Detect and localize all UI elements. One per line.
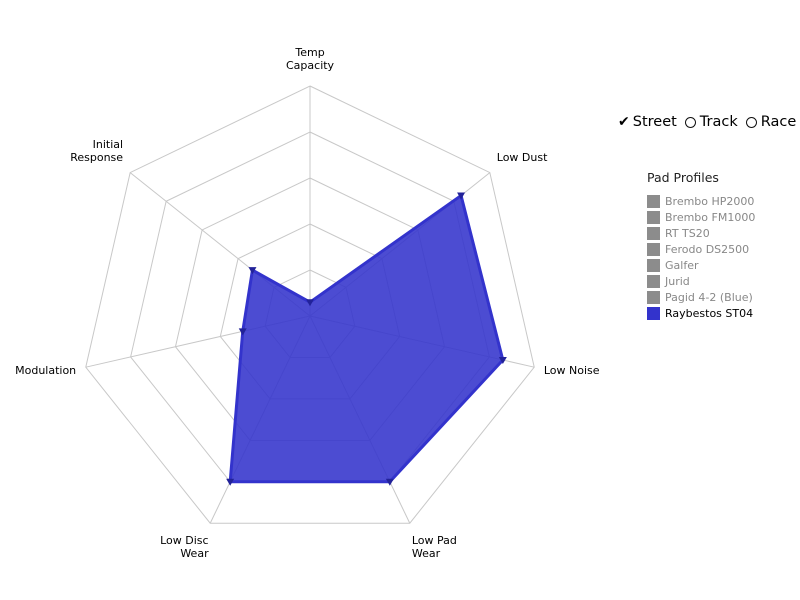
data-point-marker — [238, 328, 247, 336]
mode-street[interactable]: ✔ Street — [618, 114, 677, 130]
legend-label: RT TS20 — [665, 226, 710, 240]
axis-label-line: Initial — [92, 137, 124, 151]
axis-label-line: Capacity — [286, 59, 335, 72]
legend-label: Jurid — [665, 274, 690, 288]
legend-item[interactable]: Jurid — [647, 273, 755, 289]
mode-race-label: Race — [760, 114, 797, 130]
axis-label: Low Pad Wear — [412, 534, 457, 560]
legend-item[interactable]: Pagid 4-2 (Blue) — [647, 289, 755, 305]
legend-item[interactable]: Raybestos ST04 — [647, 305, 755, 321]
grid-ring — [85, 85, 535, 524]
checkmark-icon: ✔ — [618, 114, 630, 130]
legend-swatch — [647, 194, 660, 208]
mode-race[interactable]: Race — [745, 114, 797, 130]
data-point-marker — [498, 357, 507, 365]
legend-item[interactable]: Ferodo DS2500 — [647, 241, 755, 257]
legend-label: Galfer — [665, 258, 699, 272]
data-point-marker — [457, 192, 466, 200]
legend-swatch — [647, 226, 660, 240]
legend-title: Pad Profiles — [647, 170, 719, 185]
data-point-marker — [385, 478, 394, 486]
axis-label-line: Low Noise — [543, 363, 600, 377]
legend-item[interactable]: RT TS20 — [647, 225, 755, 241]
legend: Pad Profiles Brembo HP2000 Brembo FM1000 R… — [647, 170, 755, 321]
legend-swatch — [647, 210, 660, 224]
axis-label-line: Wear — [411, 546, 441, 560]
legend-swatch — [647, 242, 660, 256]
legend-swatch — [647, 290, 660, 304]
data-point-marker — [306, 299, 314, 307]
legend-label: Brembo HP2000 — [665, 194, 755, 208]
axis-label-line: Response — [70, 150, 124, 164]
data-point-marker — [226, 478, 235, 486]
radio-icon[interactable] — [745, 116, 757, 128]
axis-label-line: Low Pad — [411, 533, 457, 547]
axis-label: Temp Capacity — [286, 46, 334, 72]
mode-track-label: Track — [699, 114, 738, 130]
axis-label: Low Noise — [544, 364, 600, 377]
mode-selector: ✔ Street Track Race — [618, 114, 800, 130]
radar-series — [226, 192, 507, 486]
axis-label-line: Modulation — [15, 363, 77, 377]
data-point-marker — [248, 267, 257, 275]
legend-item[interactable]: Brembo HP2000 — [647, 193, 755, 209]
legend-item[interactable]: Galfer — [647, 257, 755, 273]
axis-label: Low Dust — [497, 151, 548, 164]
legend-label: Brembo FM1000 — [665, 210, 756, 224]
legend-swatch — [647, 306, 660, 320]
axis-label-line: Low Disc — [160, 533, 209, 547]
legend-swatch — [647, 258, 660, 272]
radio-icon[interactable] — [684, 116, 696, 128]
axis-label-line: Low Dust — [496, 150, 548, 164]
legend-label: Ferodo DS2500 — [665, 242, 750, 256]
legend-label: Raybestos ST04 — [665, 306, 754, 320]
axis-label: Low Disc Wear — [160, 534, 208, 560]
series-area — [228, 194, 505, 484]
axis-label-line: Temp — [295, 46, 325, 59]
legend-items: Brembo HP2000 Brembo FM1000 RT TS20 Ferodo … — [647, 193, 755, 321]
axis-label: Initial Response — [70, 138, 123, 164]
mode-street-label: Street — [632, 114, 677, 130]
legend-label: Pagid 4-2 (Blue) — [665, 290, 753, 304]
axis-label-line: Wear — [180, 546, 209, 560]
legend-item[interactable]: Brembo FM1000 — [647, 209, 755, 225]
legend-swatch — [647, 274, 660, 288]
axis-label: Modulation — [15, 364, 76, 377]
mode-track[interactable]: Track — [684, 114, 738, 130]
